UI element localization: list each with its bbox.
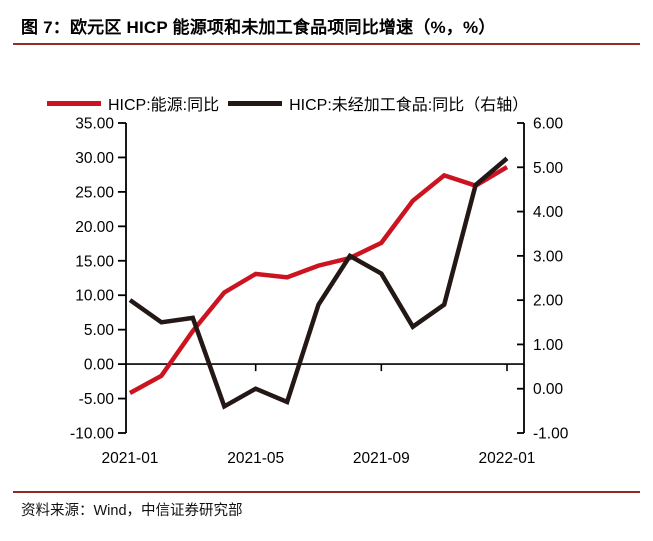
left-axis-tick-label: 0.00 — [84, 357, 115, 374]
left-axis-tick-label: 15.00 — [75, 253, 114, 270]
left-axis-tick-label: 5.00 — [84, 322, 115, 339]
legend-item-food: HICP:未经加工食品:同比（右轴） — [228, 91, 528, 115]
legend-swatch-food — [228, 100, 283, 106]
legend-label-energy: HICP:能源:同比 — [108, 97, 220, 114]
legend-swatch-energy — [47, 100, 101, 106]
right-axis-tick-label: 3.00 — [533, 248, 564, 265]
legend-item-energy: HICP:能源:同比 — [47, 91, 219, 115]
left-axis-tick-label: 20.00 — [75, 219, 114, 236]
energy-series-line — [128, 165, 509, 395]
figure-title: 图 7：欧元区 HICP 能源项和未加工食品项同比增速（%，%） — [21, 18, 496, 37]
x-axis-tick-label: 2021-05 — [227, 450, 284, 467]
source-text: 资料来源：Wind，中信证券研究部 — [21, 503, 243, 519]
right-axis-tick-label: 0.00 — [533, 381, 564, 398]
right-axis-tick-label: 5.00 — [533, 160, 564, 177]
right-axis-tick-label: 6.00 — [533, 116, 564, 133]
left-axis-tick-label: -10.00 — [70, 426, 114, 443]
left-axis-tick-label: -5.00 — [79, 391, 115, 408]
legend-label-food: HICP:未经加工食品:同比（右轴） — [289, 97, 529, 114]
left-axis-tick-label: 25.00 — [75, 184, 114, 201]
left-axis-tick-label: 10.00 — [75, 288, 114, 305]
left-axis-tick-label: 30.00 — [75, 150, 114, 167]
x-axis-tick-label: 2021-01 — [102, 450, 159, 467]
right-axis-tick-label: -1.00 — [533, 426, 569, 443]
right-axis-tick-label: 2.00 — [533, 293, 564, 310]
left-axis-tick-label: 35.00 — [75, 116, 114, 133]
right-axis-tick-label: 1.00 — [533, 337, 564, 354]
title-rule — [13, 43, 640, 45]
source-rule — [13, 491, 640, 493]
x-axis-tick-label: 2022-01 — [479, 450, 536, 467]
right-axis-tick-label: 4.00 — [533, 204, 564, 221]
legend: HICP:能源:同比 HICP:未经加工食品:同比（右轴） — [47, 91, 528, 115]
food-series-line — [128, 156, 509, 410]
x-axis-tick-label: 2021-09 — [353, 450, 410, 467]
